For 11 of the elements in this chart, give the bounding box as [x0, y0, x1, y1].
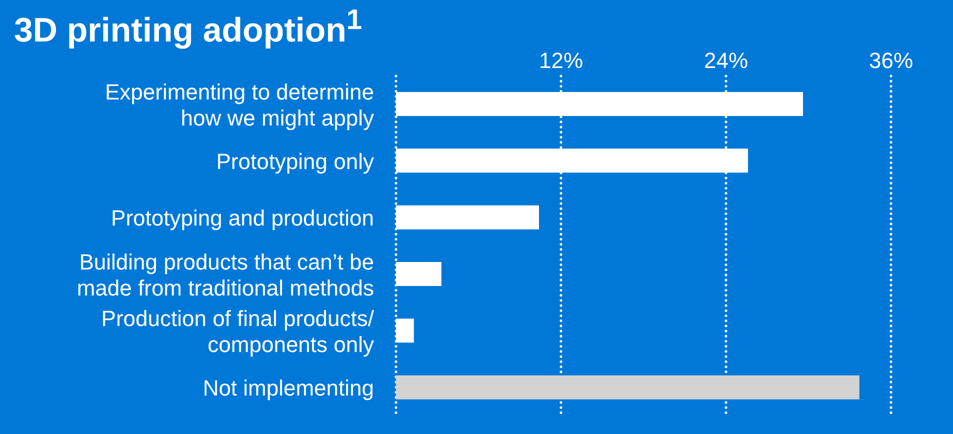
x-tick-label: 24%: [704, 48, 748, 73]
y-tick-label: Prototyping only: [216, 149, 374, 174]
bar: [396, 375, 860, 400]
y-tick-label: Prototyping and production: [111, 206, 374, 231]
x-tick-label: 12%: [538, 48, 584, 73]
y-tick-label: Building products that can’t be made from traditional methods: [76, 249, 374, 300]
y-tick-label: Experimenting to determine how we might apply: [104, 79, 374, 130]
x-tick-label: 36%: [868, 48, 914, 73]
y-tick-label: Production of final products/ components only: [101, 306, 375, 357]
y-tick-label: Not implementing: [202, 376, 374, 401]
chart-title: 3D printing adoption$^{1}$: [14, 4, 362, 50]
